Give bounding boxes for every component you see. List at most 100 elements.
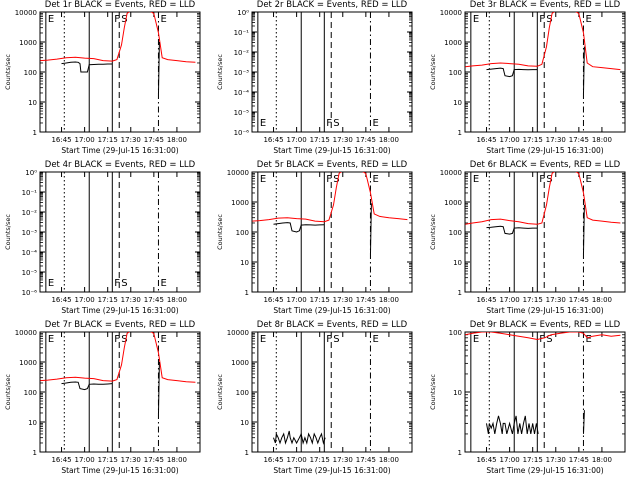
event-label: S	[121, 14, 127, 25]
x-tick-label: 18:00	[167, 136, 187, 144]
y-tick-label: 10⁻²	[234, 49, 250, 57]
y-tick-label: 10000	[227, 169, 249, 177]
y-axis-label: Counts/sec	[4, 54, 12, 90]
events-series-line	[370, 203, 372, 254]
y-tick-label: 1000	[231, 359, 249, 367]
lld-series-line	[40, 12, 196, 63]
x-axis-label: Start Time (29-Jul-15 16:31:00)	[61, 306, 178, 315]
event-label: F	[114, 278, 120, 289]
x-tick-label: 17:30	[121, 296, 141, 304]
event-label: S	[546, 334, 552, 345]
y-tick-label: 1	[33, 449, 37, 457]
y-tick-label: 100	[236, 389, 249, 397]
panel-5: Det 5r BLACK = Events, RED = LLD Counts/s…	[216, 160, 413, 315]
x-tick-label: 17:45	[356, 456, 376, 464]
lld-series-line	[252, 172, 408, 223]
y-tick-label: 1	[458, 289, 462, 297]
event-label: F	[326, 118, 332, 129]
x-tick-label: 18:00	[379, 136, 399, 144]
y-tick-label: 10⁻³	[234, 69, 250, 77]
x-tick-label: 17:00	[500, 136, 520, 144]
x-tick-label: 17:45	[144, 456, 164, 464]
x-tick-label: 17:15	[310, 136, 330, 144]
x-tick-label: 17:15	[98, 296, 118, 304]
y-tick-label: 10	[453, 99, 462, 107]
y-axis-label: Counts/sec	[4, 214, 12, 250]
plot-title: Det 8r BLACK = Events, RED = LLD	[257, 320, 408, 330]
events-series-line	[583, 204, 585, 254]
event-label: F	[539, 174, 545, 185]
y-axis-label: Counts/sec	[216, 374, 224, 410]
x-tick-label: 17:00	[287, 136, 307, 144]
event-label: E	[48, 14, 54, 25]
events-series-line	[61, 61, 113, 73]
plot-title: Det 1r BLACK = Events, RED = LLD	[45, 0, 196, 10]
event-label: E	[473, 174, 479, 185]
x-tick-label: 17:30	[546, 296, 566, 304]
event-label: E	[372, 174, 378, 185]
events-series-line	[486, 225, 538, 235]
y-axis-label: Counts/sec	[429, 54, 437, 90]
event-label: E	[585, 334, 591, 345]
x-tick-label: 17:00	[75, 296, 95, 304]
x-tick-label: 16:45	[51, 296, 71, 304]
x-tick-label: 17:15	[98, 456, 118, 464]
event-label: E	[372, 334, 378, 345]
event-label: E	[473, 334, 479, 345]
lld-series-line	[465, 12, 621, 71]
event-label: F	[114, 334, 120, 345]
x-tick-label: 16:45	[476, 296, 496, 304]
event-label: E	[48, 278, 54, 289]
x-axis-label: Start Time (29-Jul-15 16:31:00)	[273, 146, 390, 155]
panel-2: Det 2r BLACK = Events, RED = LLD Counts/s…	[216, 0, 413, 155]
y-tick-label: 10⁻³	[22, 229, 38, 237]
x-axis-label: Start Time (29-Jul-15 16:31:00)	[486, 466, 603, 475]
x-tick-label: 17:15	[310, 456, 330, 464]
x-tick-label: 18:00	[167, 456, 187, 464]
plot-title: Det 9r BLACK = Events, RED = LLD	[470, 320, 621, 330]
y-tick-label: 1	[245, 289, 249, 297]
x-tick-label: 16:45	[51, 136, 71, 144]
x-tick-label: 17:15	[98, 136, 118, 144]
y-tick-label: 10⁻⁵	[234, 109, 250, 117]
x-tick-label: 18:00	[592, 296, 612, 304]
x-tick-label: 17:30	[333, 136, 353, 144]
x-tick-label: 17:30	[333, 296, 353, 304]
y-tick-label: 10	[453, 259, 462, 267]
y-tick-label: 1	[245, 449, 249, 457]
x-tick-label: 16:45	[51, 456, 71, 464]
plot-title: Det 4r BLACK = Events, RED = LLD	[45, 160, 196, 170]
x-tick-label: 16:45	[263, 456, 283, 464]
y-axis-label: Counts/sec	[429, 374, 437, 410]
x-tick-label: 17:15	[523, 456, 543, 464]
event-label: F	[539, 334, 545, 345]
y-tick-label: 100	[236, 229, 249, 237]
y-tick-label: 100	[449, 69, 462, 77]
plot-title: Det 6r BLACK = Events, RED = LLD	[470, 160, 621, 170]
y-tick-label: 10	[28, 99, 37, 107]
event-label: S	[546, 174, 552, 185]
y-tick-label: 1000	[19, 359, 37, 367]
event-label: E	[372, 118, 378, 129]
y-tick-label: 1000	[19, 39, 37, 47]
plot-title: Det 7r BLACK = Events, RED = LLD	[45, 320, 196, 330]
panel-9: Det 9r BLACK = Events, RED = LLD Counts/s…	[429, 320, 626, 475]
y-tick-label: 10000	[227, 329, 249, 337]
x-tick-label: 17:00	[287, 296, 307, 304]
event-label: E	[260, 174, 266, 185]
event-label: S	[121, 334, 127, 345]
x-tick-label: 17:45	[569, 136, 589, 144]
panel-4: Det 4r BLACK = Events, RED = LLD Counts/s…	[4, 160, 201, 315]
y-tick-label: 10⁻¹	[234, 29, 250, 37]
event-label: F	[114, 14, 120, 25]
event-label: S	[333, 118, 339, 129]
x-tick-label: 16:45	[476, 136, 496, 144]
panel-8: Det 8r BLACK = Events, RED = LLD Counts/s…	[216, 320, 413, 475]
lld-series-line	[40, 332, 196, 383]
events-series-line	[273, 430, 326, 445]
event-label: E	[48, 334, 54, 345]
y-tick-label: 100	[24, 69, 37, 77]
x-tick-label: 17:30	[333, 456, 353, 464]
y-tick-label: 1	[33, 129, 37, 137]
